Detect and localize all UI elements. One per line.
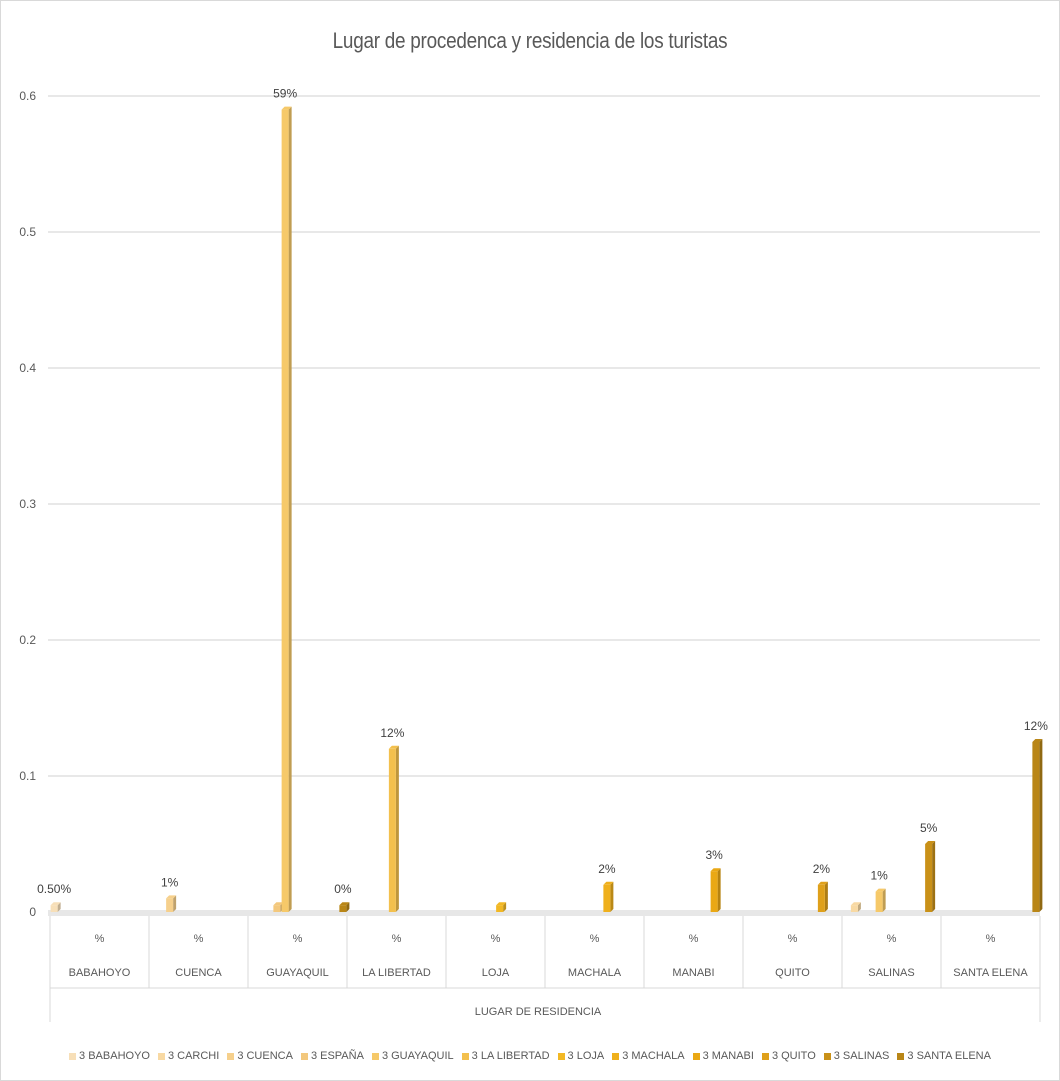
data-label: 2%: [813, 862, 831, 876]
x-subcategory-label: %: [887, 933, 897, 945]
legend-item: 3 LOJA: [557, 1050, 605, 1062]
data-label: 59%: [273, 87, 297, 101]
x-category-label: LA LIBERTAD: [362, 967, 431, 979]
legend-label: 3 GUAYAQUIL: [381, 1050, 454, 1062]
bar: [281, 106, 292, 913]
data-labels: 0.50% 1% 59% 0% 12% 2% 3% 2% 1% 5% 12%: [37, 87, 1048, 897]
data-label: 3%: [705, 848, 723, 862]
bar: [166, 895, 177, 912]
chart-floor: [48, 910, 1040, 916]
x-axis-title: LUGAR DE RESIDENCIA: [475, 1006, 602, 1018]
legend-label: 3 QUITO: [771, 1050, 816, 1062]
legend-item: 3 BABAHOYO: [69, 1050, 150, 1062]
legend-label: 3 BABAHOYO: [79, 1050, 150, 1062]
legend-label: 3 CUENCA: [237, 1050, 293, 1062]
y-tick-label: 0.4: [19, 361, 36, 375]
x-category-label: SANTA ELENA: [953, 967, 1028, 979]
bars: [50, 106, 1043, 913]
legend-swatch: [371, 1052, 379, 1060]
legend-swatch: [612, 1052, 620, 1060]
y-tick-label: 0.2: [19, 633, 36, 647]
legend-swatch: [227, 1052, 235, 1060]
legend-swatch: [557, 1052, 565, 1060]
gridlines: [48, 95, 1040, 777]
bar: [603, 881, 614, 912]
legend-item: 3 SANTA ELENA: [897, 1050, 991, 1062]
bar: [875, 888, 886, 912]
legend-item: 3 MACHALA: [612, 1050, 685, 1062]
data-label: 1%: [161, 875, 179, 889]
legend-item: 3 CARCHI: [157, 1050, 220, 1062]
data-label: 0.50%: [37, 882, 71, 896]
legend: 3 BABAHOYO 3 CARCHI 3 CUENCA 3 ESPAÑA 3 GUAY…: [0, 1050, 1060, 1062]
y-tick-label: 0.1: [19, 769, 36, 783]
data-label: 12%: [1024, 719, 1048, 733]
x-category-label: LOJA: [482, 967, 510, 979]
chart-title: Lugar de procedenca y residencia de los …: [332, 28, 728, 53]
bar: [817, 881, 828, 912]
bar: [388, 745, 399, 912]
legend-label: 3 SANTA ELENA: [907, 1050, 991, 1062]
x-category-label: SALINAS: [868, 967, 914, 979]
x-category-label: QUITO: [775, 967, 810, 979]
x-subcategory-label: %: [392, 933, 402, 945]
data-label: 5%: [920, 821, 938, 835]
legend-label: 3 ESPAÑA: [310, 1050, 364, 1062]
x-subcategory-label: %: [194, 933, 204, 945]
y-tick-label: 0.3: [19, 497, 36, 511]
x-category-label: CUENCA: [175, 967, 222, 979]
y-tick-label: 0.5: [19, 225, 36, 239]
legend-swatch: [300, 1052, 308, 1060]
bar: [496, 902, 507, 912]
x-subcategory-label: %: [293, 933, 303, 945]
legend-label: 3 MANABI: [702, 1050, 754, 1062]
x-subcategory-label: %: [986, 933, 996, 945]
legend-item: 3 LA LIBERTAD: [461, 1050, 550, 1062]
x-category-label: BABAHOYO: [69, 967, 131, 979]
legend-swatch: [897, 1052, 905, 1060]
legend-label: 3 LOJA: [567, 1050, 605, 1062]
data-label: 0%: [334, 882, 352, 896]
x-subcategory-label: %: [95, 933, 105, 945]
y-tick-label: 0.6: [19, 89, 36, 103]
legend-swatch: [157, 1052, 165, 1060]
data-label: 12%: [380, 726, 404, 740]
legend-item: 3 GUAYAQUIL: [371, 1050, 454, 1062]
legend-item: 3 QUITO: [761, 1050, 816, 1062]
bar: [339, 902, 350, 912]
legend-item: 3 ESPAÑA: [300, 1050, 364, 1062]
bar: [1032, 739, 1043, 912]
legend-swatch: [69, 1052, 77, 1060]
bar: [50, 902, 61, 912]
legend-label: 3 CARCHI: [167, 1050, 220, 1062]
legend-item: 3 SALINAS: [823, 1050, 890, 1062]
x-subcategory-label: %: [590, 933, 600, 945]
bar: [710, 868, 721, 912]
legend-label: 3 MACHALA: [622, 1050, 685, 1062]
data-label: 1%: [870, 869, 888, 883]
legend-swatch: [692, 1052, 700, 1060]
legend-swatch: [823, 1052, 831, 1060]
x-subcategory-label: %: [491, 933, 501, 945]
legend-item: 3 CUENCA: [227, 1050, 293, 1062]
legend-swatch: [761, 1052, 769, 1060]
data-label: 2%: [598, 862, 616, 876]
legend-label: 3 LA LIBERTAD: [471, 1050, 550, 1062]
x-category-label: MANABI: [672, 967, 714, 979]
legend-swatch: [461, 1052, 469, 1060]
bar: [925, 841, 936, 912]
legend-label: 3 SALINAS: [833, 1050, 890, 1062]
x-subcategory-label: %: [689, 933, 699, 945]
x-category-label: GUAYAQUIL: [266, 967, 329, 979]
x-category-label: MACHALA: [568, 967, 622, 979]
y-tick-label: 0: [29, 905, 36, 919]
axes: 0 0.1 0.2 0.3 0.4 0.5 0.6% BABAHOYO% CUENCA% GUAY…: [19, 89, 1041, 1022]
x-subcategory-label: %: [788, 933, 798, 945]
bar: [850, 902, 861, 912]
legend-item: 3 MANABI: [692, 1050, 754, 1062]
